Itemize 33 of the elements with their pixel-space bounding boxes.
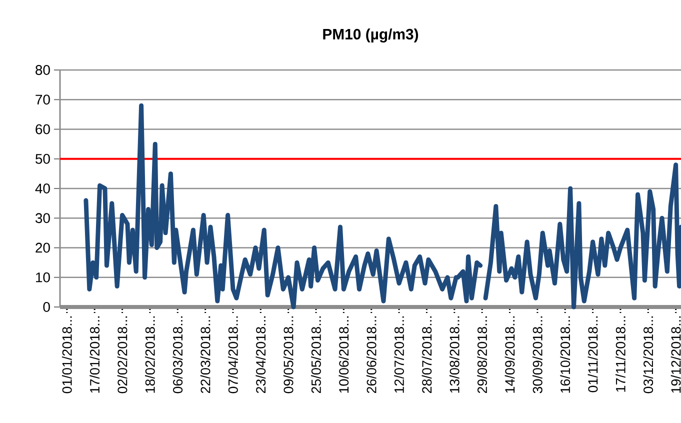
- x-tick-label: 09/05/2018...: [283, 316, 294, 394]
- x-tick-label: 01/11/2018...: [588, 316, 598, 392]
- x-tick-label: 13/08/2018...: [449, 316, 460, 393]
- y-tick-label: 70: [36, 94, 50, 105]
- x-tick-label: 26/06/2018...: [366, 316, 376, 394]
- x-tick-label: 03/12/2018...: [643, 316, 654, 394]
- x-tick-label: 25/05/2018...: [311, 316, 321, 394]
- chart-title: PM10 (µg/m3): [323, 28, 418, 43]
- x-tick-label: 18/02/2018...: [145, 316, 155, 393]
- x-tick-label: 06/03/2018...: [172, 316, 183, 394]
- x-tick-label: 17/01/2018...: [90, 316, 100, 393]
- x-tick-label: 10/06/2018...: [338, 316, 349, 393]
- x-tick-label: 29/08/2018...: [477, 316, 488, 394]
- x-tick-label: 23/04/2018...: [256, 316, 266, 394]
- x-tick-label: 01/01/2018...: [62, 316, 72, 394]
- x-tick-label: 07/04/2018...: [228, 316, 238, 394]
- x-tick-label: 12/07/2018...: [394, 316, 404, 393]
- x-tick-label: 22/03/2018...: [200, 316, 210, 394]
- y-tick-label: 20: [36, 242, 50, 253]
- x-tick-label: 14/09/2018...: [504, 316, 515, 393]
- y-tick-label: 0: [43, 302, 50, 312]
- y-tick-label: 50: [36, 154, 50, 164]
- x-tick-label: 28/07/2018...: [422, 316, 432, 394]
- x-tick-label: 16/10/2018...: [560, 316, 570, 393]
- x-tick-label: 17/11/2018...: [616, 316, 626, 392]
- y-tick-label: 60: [36, 124, 50, 134]
- y-tick-label: 30: [35, 213, 50, 224]
- x-tick-label: 02/02/2018...: [117, 316, 128, 394]
- y-tick-label: 80: [36, 65, 50, 75]
- y-tick-label: 10: [36, 272, 50, 282]
- x-tick-label: 19/12/2018...: [670, 316, 681, 393]
- y-tick-label: 40: [35, 184, 50, 194]
- x-tick-label: 30/09/2018...: [532, 316, 542, 394]
